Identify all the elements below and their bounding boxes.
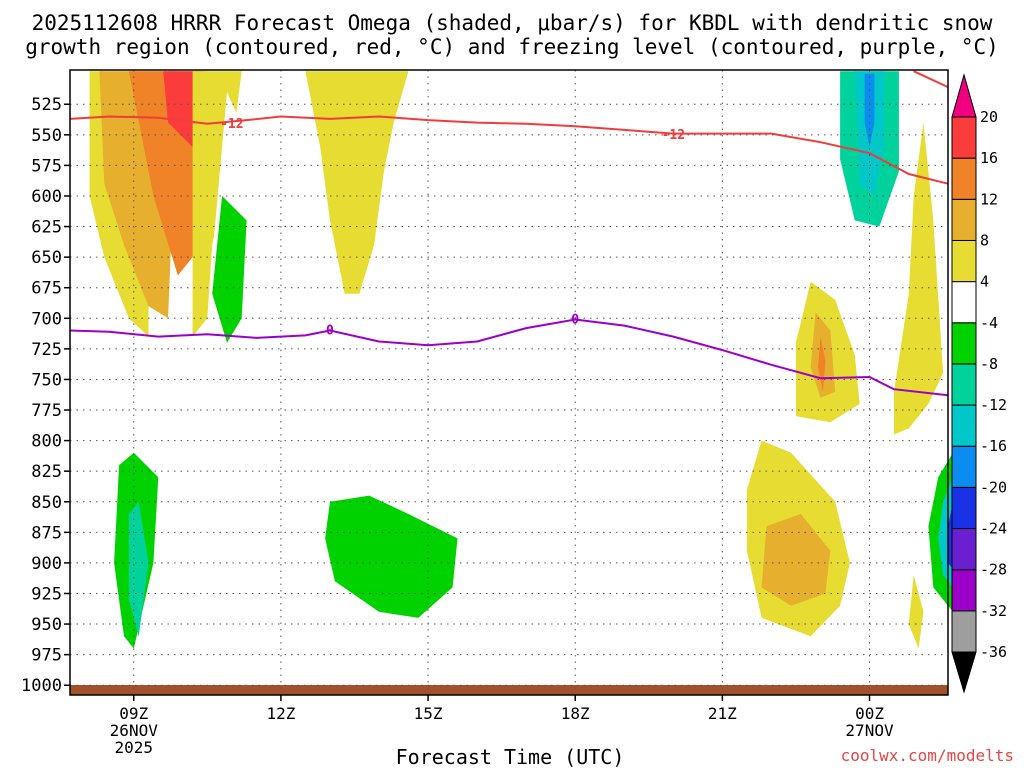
chart-title-line2: growth region (contoured, red, °C) and f… [25, 35, 999, 59]
y-tick-label: 600 [31, 187, 62, 207]
y-tick-label: 850 [31, 493, 62, 513]
colorbar-label: -24 [980, 520, 1007, 538]
y-tick-label: 725 [31, 340, 62, 360]
y-tick-label: 975 [31, 646, 62, 666]
freezing-level-contour [69, 318, 949, 397]
dendritic-growth-contour-label: -12 [220, 117, 243, 132]
y-tick-label: 775 [31, 401, 62, 421]
colorbar-label: 12 [980, 190, 998, 208]
y-tick-label: 750 [31, 370, 62, 390]
colorbar-swatch [951, 116, 977, 159]
colorbar-label: 8 [980, 231, 989, 249]
colorbar-label: -28 [980, 561, 1007, 579]
omega-region-yellow-spike [894, 122, 944, 435]
colorbar: -36 -32 -28 -24 -20 -16 -12 -8 -4 4 8 12 16 20 [951, 73, 1007, 694]
colorbar-label: -20 [980, 478, 1007, 496]
y-tick-label: 625 [31, 218, 62, 238]
colorbar-label: -4 [980, 314, 998, 332]
y-tick-label: 525 [31, 95, 62, 115]
plot-frame [69, 69, 949, 696]
y-tick-label: 800 [31, 432, 62, 452]
chart-title-line1: 2025112608 HRRR Forecast Omega (shaded, … [32, 11, 993, 35]
y-tick-label: 825 [31, 462, 62, 482]
omega-region-low-teal [325, 495, 458, 618]
dendritic-growth-contour [69, 115, 949, 185]
y-tick-label: 675 [31, 279, 62, 299]
y-tick-label: 550 [31, 126, 62, 146]
colorbar-swatch [951, 528, 977, 571]
freezing-level-contour-label: 0 [326, 324, 334, 339]
x-tick-label: 18Z [561, 704, 590, 723]
omega-region-early-red [163, 71, 203, 148]
freezing-level-contour-label: 0 [571, 313, 579, 328]
omega-region-small-yellow [908, 575, 924, 649]
grid [70, 70, 948, 695]
colorbar-label: -12 [980, 396, 1007, 414]
x-tick-year: 2025 [114, 738, 153, 757]
colorbar-swatch [951, 322, 977, 365]
dgz-upper-segment [913, 70, 949, 89]
colorbar-label: -8 [980, 355, 998, 373]
omega-region-diamond-green [491, 220, 527, 343]
watermark: coolwx.com/modelts [841, 746, 1014, 765]
colorbar-label: -16 [980, 437, 1007, 455]
colorbar-swatch [951, 610, 977, 653]
y-tick-label: 950 [31, 615, 62, 635]
colorbar-swatch [951, 445, 977, 488]
colorbar-label: 4 [980, 273, 989, 291]
y-axis: 525 550 575 600 625 650 675 700 725 750 775 800 825 8… [21, 95, 70, 696]
x-tick-date: 27NOV [845, 721, 894, 740]
colorbar-label: -36 [980, 643, 1007, 661]
y-tick-label: 925 [31, 584, 62, 604]
y-tick-label: 575 [31, 156, 62, 176]
omega-region-column-teal [212, 196, 247, 343]
colorbar-bottom-triangle [951, 651, 977, 694]
plot-area: -12 -12 0 0 [69, 69, 953, 696]
colorbar-swatch [951, 198, 977, 241]
colorbar-swatch [951, 486, 977, 530]
x-axis-label: Forecast Time (UTC) [396, 745, 625, 768]
colorbar-label: 16 [980, 149, 998, 167]
colorbar-swatch [951, 363, 977, 406]
y-tick-label: 700 [31, 309, 62, 329]
colorbar-swatch [951, 569, 977, 612]
y-tick-label: 650 [31, 248, 62, 268]
colorbar-swatch [951, 239, 977, 283]
contours: -12 -12 0 0 [69, 70, 949, 397]
x-tick-label: 00Z [855, 704, 884, 723]
colorbar-label: -32 [980, 602, 1007, 620]
x-tick-label: 21Z [708, 704, 737, 723]
omega-region-lowlevel-cyan [128, 501, 149, 637]
x-tick-date: 26NOV [110, 721, 159, 740]
x-tick-label: 15Z [414, 704, 443, 723]
omega-region-low-gold [761, 514, 831, 606]
x-tick-label: 09Z [119, 704, 148, 723]
omega-region-upper-yellow [305, 71, 409, 294]
y-tick-label: 900 [31, 554, 62, 574]
y-tick-label: 1000 [21, 676, 62, 696]
colorbar-swatch [951, 281, 977, 324]
x-tick-label: 12Z [266, 704, 295, 723]
colorbar-swatch [951, 404, 977, 447]
colorbar-swatch [951, 157, 977, 200]
colorbar-top-triangle [951, 73, 977, 118]
colorbar-label: 20 [980, 108, 998, 126]
y-tick-label: 875 [31, 523, 62, 543]
ground-terrain [70, 685, 948, 695]
dendritic-growth-contour-label: -12 [662, 128, 685, 143]
